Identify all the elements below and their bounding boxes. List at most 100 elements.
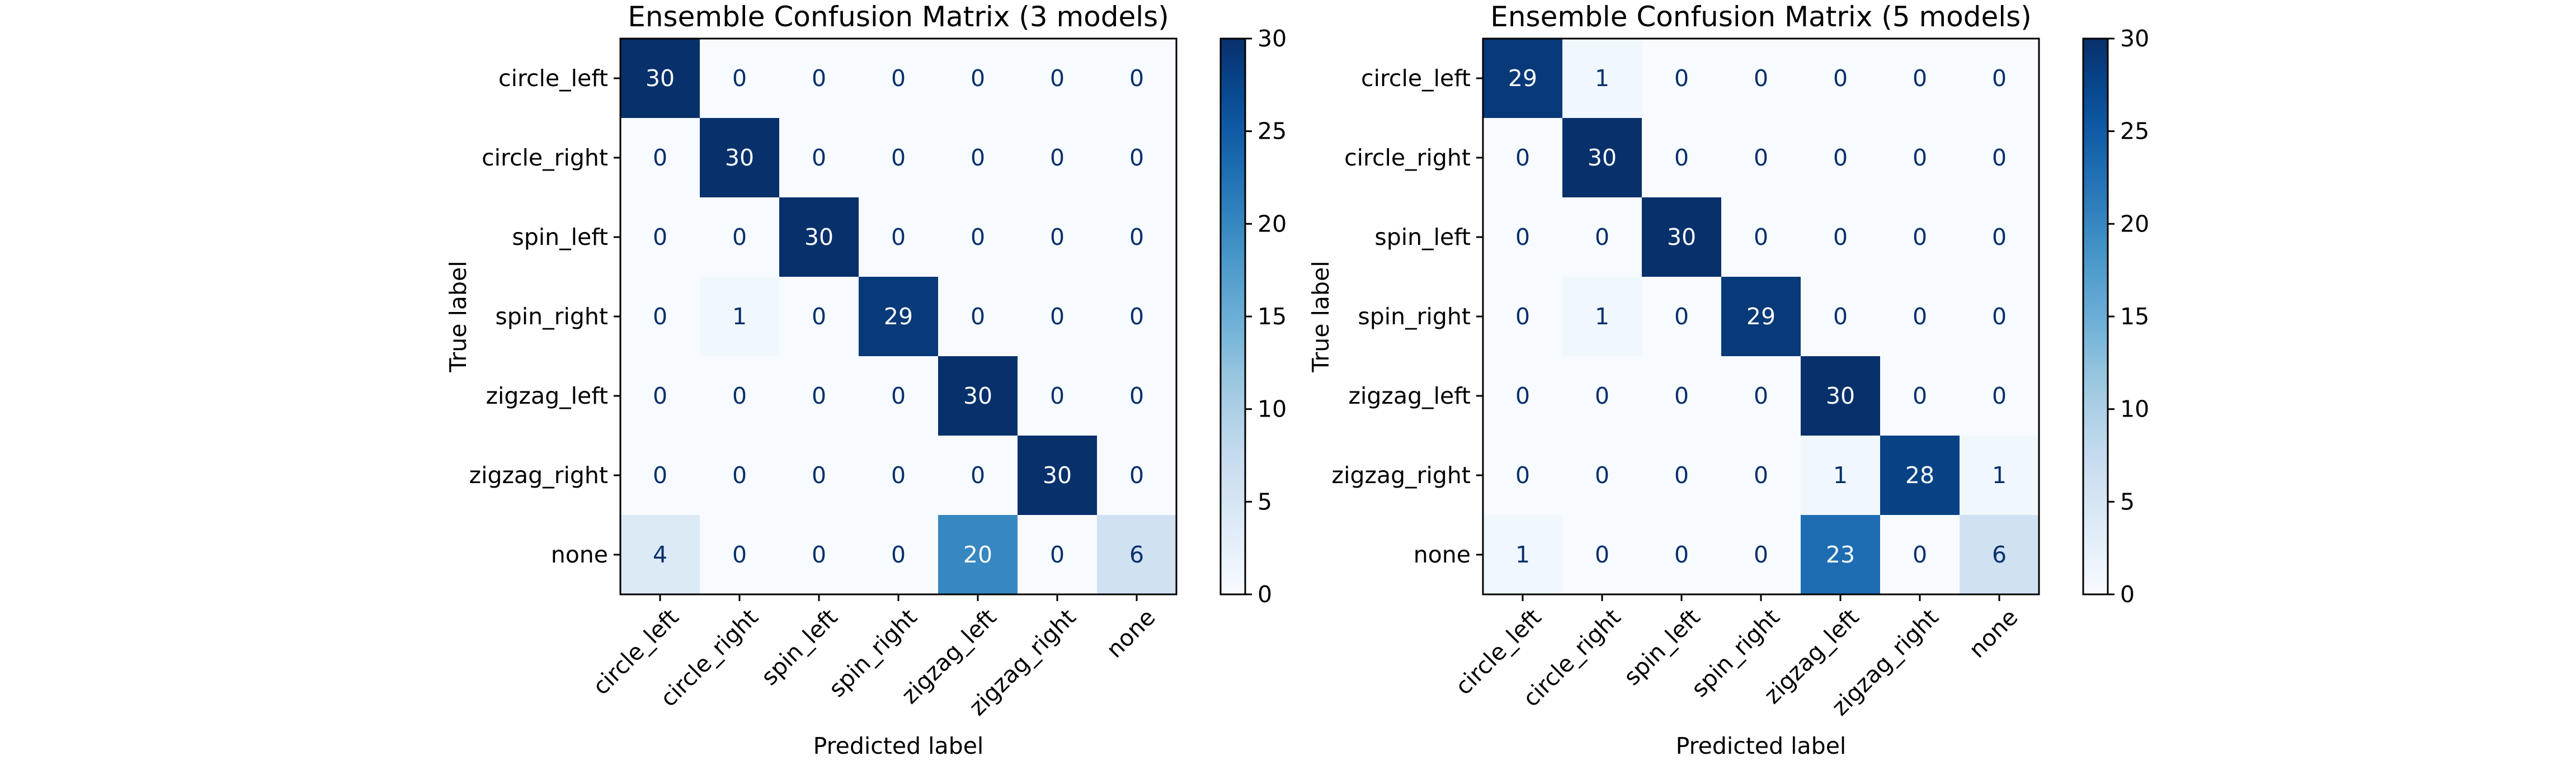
colorbar-tick-label: 20	[1258, 210, 1287, 237]
x-tick-label: none	[1101, 604, 1160, 663]
cell-value-label: 0	[1515, 462, 1530, 489]
heatmap-cell	[938, 39, 1018, 118]
heatmap-cell	[1880, 515, 1960, 594]
y-tick-label: zigzag_right	[1332, 462, 1471, 489]
colorbar-tick-label: 30	[1258, 25, 1287, 52]
cell-value-label: 0	[1913, 65, 1927, 92]
cell-value-label: 0	[812, 462, 826, 489]
cell-value-label: 0	[1129, 144, 1144, 171]
heatmap-cell	[1483, 277, 1562, 356]
heatmap-cell	[1642, 515, 1721, 594]
heatmap-cell	[1483, 515, 1562, 594]
colorbar	[1219, 37, 1246, 595]
heatmap-cell	[1562, 436, 1642, 515]
confusion-matrix-panel-2: 29 1 0 0 0 0 00 30 0 0 0 0 00 0 30 0 0 0 00 1 0 29 0 0 00 0 0 0 30 0 0…	[1307, 1, 2149, 759]
cell-value-label: 1	[1515, 541, 1530, 568]
cell-value-label: 0	[732, 462, 747, 489]
y-tick-label: circle_right	[1344, 144, 1471, 171]
cell-value-label: 30	[963, 382, 992, 409]
heatmap-cell	[700, 197, 779, 277]
chart-title: Ensemble Confusion Matrix (3 models)	[628, 1, 1169, 33]
cell-value-label: 0	[1754, 144, 1768, 171]
cell-value-label: 0	[1515, 382, 1530, 409]
cell-value-label: 0	[732, 224, 747, 250]
cell-value-label: 0	[1913, 303, 1927, 330]
cell-value-label: 0	[891, 382, 906, 409]
cell-value-label: 0	[891, 541, 906, 568]
cell-value-label: 0	[1674, 65, 1689, 92]
y-tick-label: zigzag_right	[469, 462, 608, 489]
heatmap-cell	[859, 118, 938, 197]
cell-value-label: 1	[732, 303, 747, 330]
heatmap-cell	[1097, 515, 1176, 594]
heatmap-cell	[1562, 118, 1642, 197]
heatmap-cell	[1801, 356, 1880, 436]
cell-value-label: 0	[812, 144, 826, 171]
heatmap-cell	[1642, 39, 1721, 118]
heatmap-cell	[1642, 277, 1721, 356]
cell-value-label: 0	[1515, 303, 1530, 330]
heatmap-cell	[1721, 436, 1801, 515]
heatmap-cell	[779, 436, 859, 515]
colorbar-tick-label: 0	[1258, 581, 1272, 608]
cell-value-label: 1	[1833, 462, 1848, 489]
heatmap-cell	[1721, 197, 1801, 277]
cell-value-label: 29	[1508, 65, 1537, 92]
heatmap-cell	[859, 515, 938, 594]
cell-value-label: 0	[653, 382, 667, 409]
heatmap-cell	[1880, 118, 1960, 197]
cell-value-label: 0	[812, 303, 826, 330]
colorbar	[2082, 37, 2109, 595]
y-tick-label: none	[1414, 541, 1471, 568]
y-axis-label: True label	[445, 261, 472, 372]
heatmap-cell	[700, 118, 779, 197]
heatmap-cell	[1097, 197, 1176, 277]
heatmap-cell	[938, 277, 1018, 356]
cell-value-label: 0	[1833, 65, 1848, 92]
y-tick-label: zigzag_left	[486, 382, 608, 409]
heatmap-cell	[1880, 356, 1960, 436]
colorbar-tick-label: 10	[2120, 396, 2149, 423]
cell-value-label: 0	[1913, 382, 1927, 409]
cell-value-label: 0	[1992, 382, 2007, 409]
heatmap-cell	[1801, 436, 1880, 515]
cell-value-label: 0	[1595, 541, 1609, 568]
heatmap-cell	[1960, 118, 2039, 197]
cell-value-label: 0	[1754, 65, 1768, 92]
heatmap-cell	[1801, 118, 1880, 197]
cell-value-label: 0	[653, 303, 667, 330]
cell-value-label: 0	[971, 224, 985, 250]
heatmap-cell	[1483, 436, 1562, 515]
heatmap-cell	[1801, 39, 1880, 118]
cell-value-label: 0	[812, 541, 826, 568]
cell-value-label: 0	[891, 65, 906, 92]
cell-value-label: 0	[1833, 303, 1848, 330]
heatmap-cell	[1801, 515, 1880, 594]
cell-value-label: 30	[804, 224, 833, 250]
y-tick-label: spin_left	[1374, 224, 1471, 250]
heatmap-cell	[620, 356, 700, 436]
heatmap-cell	[1880, 277, 1960, 356]
heatmap-cell	[1018, 436, 1097, 515]
colorbar-tick-label: 25	[2120, 118, 2149, 145]
cell-value-label: 29	[884, 303, 913, 330]
heatmap-cell	[938, 197, 1018, 277]
cell-value-label: 0	[1833, 224, 1848, 250]
heatmap-cell	[1018, 277, 1097, 356]
heatmap-cell	[938, 118, 1018, 197]
heatmap-cell	[1642, 197, 1721, 277]
heatmap-cell	[1097, 356, 1176, 436]
heatmap-cell	[1562, 356, 1642, 436]
cell-value-label: 28	[1905, 462, 1934, 489]
cell-value-label: 0	[1992, 65, 2007, 92]
cell-value-label: 0	[1754, 224, 1768, 250]
cell-value-label: 0	[1129, 303, 1144, 330]
heatmap-cell	[1801, 277, 1880, 356]
cell-value-label: 0	[1129, 65, 1144, 92]
cell-value-label: 4	[653, 541, 667, 568]
cell-value-label: 1	[1595, 65, 1609, 92]
heatmap-cell	[938, 436, 1018, 515]
cell-value-label: 0	[1674, 303, 1689, 330]
heatmap-cell	[1960, 39, 2039, 118]
heatmap-cell	[779, 118, 859, 197]
